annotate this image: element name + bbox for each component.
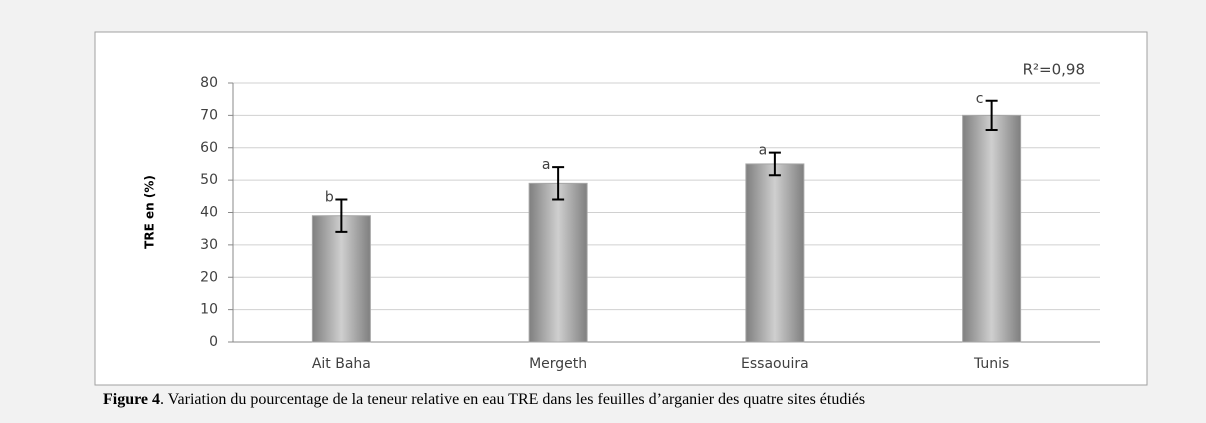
x-tick-label: Ait Baha: [312, 356, 371, 372]
significance-letter: c: [976, 91, 984, 107]
error-bar: [335, 198, 348, 233]
error-bar: [985, 99, 998, 131]
caption-label: Figure 4: [103, 391, 161, 408]
caption: Figure 4. Variation du pourcentage de la…: [103, 391, 865, 409]
annotation: R²=0,98: [1023, 61, 1085, 79]
y-tick-label: 10: [200, 302, 218, 318]
chart: TRE en (%) R²=0,98 0 10 20 30 40 50 60 70 80 Ait …: [94, 31, 1148, 386]
y-tick-label: 0: [209, 334, 218, 350]
significance-letter: a: [759, 143, 768, 159]
y-axis-label: TRE en (%): [143, 175, 157, 249]
y-tick-label: 20: [200, 269, 218, 285]
x-tick-label: Tunis: [973, 356, 1009, 372]
y-tick-label: 80: [200, 75, 218, 91]
caption-text: . Variation du pourcentage de la teneur …: [160, 391, 866, 408]
y-tick-label: 30: [200, 237, 218, 253]
error-bar: [552, 166, 565, 201]
y-tick-label: 70: [200, 107, 218, 123]
significance-letter: b: [325, 190, 334, 206]
significance-letter: a: [542, 157, 551, 173]
y-tick-label: 40: [200, 205, 218, 221]
y-tick-label: 60: [200, 140, 218, 156]
bar: [745, 163, 805, 343]
bar: [311, 215, 371, 343]
y-tick-label: 50: [200, 172, 218, 188]
bar: [962, 114, 1022, 343]
bar: [528, 182, 588, 343]
error-bar: [768, 151, 781, 177]
x-tick-label: Mergeth: [529, 356, 587, 372]
x-tick-label: Essaouira: [741, 356, 809, 372]
